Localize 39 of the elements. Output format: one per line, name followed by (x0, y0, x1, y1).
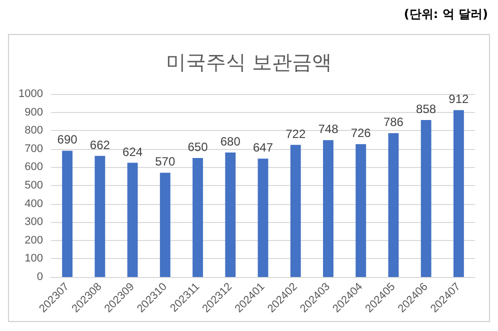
bar (453, 110, 464, 277)
bar (225, 152, 236, 277)
data-label: 662 (90, 138, 110, 152)
y-tick-label: 0 (36, 271, 43, 283)
bar (127, 162, 138, 277)
y-tick-label: 100 (24, 252, 43, 265)
data-label: 748 (318, 122, 339, 136)
text: (단위: 억 달러) (404, 6, 488, 23)
data-label: 722 (286, 126, 306, 141)
data-label: 726 (350, 126, 372, 140)
bar (160, 172, 170, 277)
y-tick-label: 300 (24, 216, 43, 228)
bar (420, 120, 432, 277)
chart-title: 미국주식 보관금액 (166, 50, 332, 74)
y-tick-label: 700 (24, 142, 43, 155)
bar (323, 140, 334, 277)
bar (356, 144, 366, 277)
bar (94, 156, 106, 277)
y-tick-label: 400 (24, 198, 43, 210)
y-tick-label: 600 (24, 161, 43, 174)
data-label: 650 (188, 140, 208, 154)
bar (192, 158, 203, 277)
y-tick-label: 200 (24, 234, 43, 246)
data-label: 912 (448, 92, 470, 106)
data-label: 624 (122, 144, 143, 159)
data-label: 647 (252, 140, 274, 155)
data-label: 680 (220, 134, 241, 149)
bar (258, 158, 268, 277)
y-tick-label: 1000 (18, 88, 43, 100)
bar (388, 133, 399, 277)
y-tick-label: 900 (24, 106, 43, 118)
bar (62, 150, 73, 277)
data-label: 786 (383, 115, 404, 130)
bar (290, 144, 301, 277)
data-label: 858 (416, 102, 436, 116)
data-label: 570 (155, 154, 176, 169)
data-label: 690 (57, 132, 78, 147)
y-tick-label: 500 (24, 180, 43, 192)
y-tick-label: 800 (24, 124, 43, 137)
